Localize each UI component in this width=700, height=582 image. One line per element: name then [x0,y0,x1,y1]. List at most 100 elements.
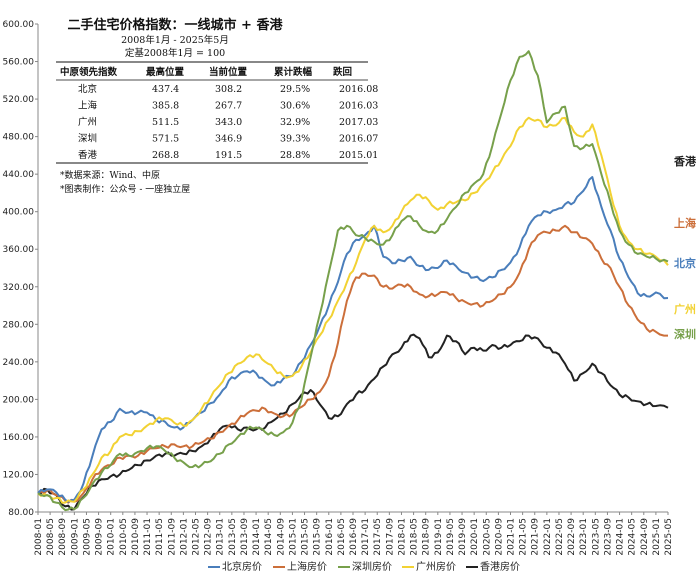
table-cell: 2016.08 [339,84,378,95]
x-tick-label: 2018-05 [410,518,420,556]
source-notes: *数据来源：Wind、中原 *图表制作：公众号 - 一座独立屋 [60,169,190,195]
x-tick-label: 2013-05 [228,518,238,556]
table-cell: 267.7 [215,101,242,112]
table-cell: 上海 [78,100,98,112]
y-axis: 80.00 120.00 160.00 200.00 240.00 280.00 320.0… [3,20,38,518]
table-header-cell: 当前位置 [209,66,248,78]
x-tick-label: 2021-09 [531,518,541,556]
legend-label-2: 深圳房价 [352,560,392,573]
table-cell: 30.6% [280,101,310,112]
table-cell: 2017.03 [339,117,378,128]
table-cell: 268.8 [152,150,179,161]
x-tick-label: 2015-09 [313,518,323,556]
x-tick-label: 2020-05 [482,518,492,556]
x-tick-label: 2012-01 [179,518,189,556]
x-tick-label: 2023-09 [603,518,613,556]
x-tick-label: 2018-09 [422,518,432,556]
end-label-1: 上海 [674,216,696,230]
y-tick-label: 200.00 [3,395,35,405]
x-tick-label: 2016-09 [349,518,359,556]
y-tick-label: 600.00 [3,20,35,30]
x-tick-label: 2009-09 [95,518,105,556]
series-line-4 [37,333,669,511]
x-tick-label: 2018-01 [397,518,407,556]
legend-label-3: 广州房价 [416,560,456,573]
source-note: *数据来源：Wind、中原 [60,169,160,181]
table-cell: 343.0 [215,117,242,128]
source-note: *图表制作：公众号 - 一座独立屋 [60,183,190,195]
base-note: 定基2008年1月 = 100 [125,47,225,59]
series-line-2 [37,50,669,512]
x-axis: 2008-01 2008-05 2008-09 2009-01 2009-05 2009-… [34,512,674,556]
x-tick-label: 2020-01 [470,518,480,556]
x-tick-label: 2009-05 [82,518,92,556]
table-cell: 39.3% [280,134,310,145]
table-header-cell: 累计跌幅 [274,66,313,78]
x-tick-label: 2011-09 [167,518,177,556]
end-label-0: 北京 [674,256,696,270]
end-label-2: 深圳 [674,327,696,341]
end-label-4: 香港 [673,154,697,168]
chart-title: 二手住宅价格指数：一线城市 + 香港 [68,17,284,33]
x-tick-label: 2008-05 [46,518,56,556]
x-tick-label: 2016-01 [325,518,335,556]
x-tick-label: 2008-09 [58,518,68,556]
x-tick-label: 2011-01 [143,518,153,556]
series-line-1 [37,224,668,504]
table-cell: 2016.07 [339,134,378,145]
x-tick-label: 2013-01 [216,518,226,556]
x-tick-label: 2024-09 [640,518,650,556]
x-tick-label: 2014-05 [264,518,274,556]
x-tick-label: 2017-01 [361,518,371,556]
legend-label-0: 北京房价 [222,560,262,573]
x-tick-label: 2022-05 [555,518,565,556]
x-tick-label: 2010-05 [119,518,129,556]
x-tick-label: 2019-09 [458,518,468,556]
table-header-cell: 中原领先指数 [60,66,118,78]
table-header-cell: 最高位置 [146,66,185,78]
x-tick-label: 2010-01 [107,518,117,556]
series-line-3 [37,116,669,504]
table-cell: 511.5 [152,117,179,128]
x-tick-label: 2014-01 [252,518,262,556]
legend-label-4: 香港房价 [480,560,520,573]
x-tick-label: 2020-09 [494,518,504,556]
table-header-cell: 跌回 [333,66,352,78]
x-tick-label: 2014-09 [276,518,286,556]
y-tick-label: 120.00 [3,470,35,480]
y-tick-label: 400.00 [3,208,35,218]
x-tick-label: 2012-09 [204,518,214,556]
y-tick-label: 160.00 [3,433,35,443]
x-tick-label: 2021-05 [519,518,529,556]
x-tick-label: 2008-01 [34,518,44,556]
x-tick-label: 2025-01 [652,518,662,556]
end-label-3: 广州 [674,302,696,316]
table-cell: 2016.03 [339,101,378,112]
table-cell: 29.5% [280,84,310,95]
x-tick-label: 2015-01 [288,518,298,556]
series-lines [37,50,669,512]
x-tick-label: 2010-09 [131,518,141,556]
x-tick-label: 2017-05 [373,518,383,556]
table-cell: 437.4 [152,84,179,95]
x-tick-label: 2013-09 [240,518,250,556]
table-cell: 346.9 [215,134,242,145]
x-tick-label: 2022-01 [543,518,553,556]
legend: 北京房价 上海房价 深圳房价 广州房价 香港房价 [208,560,520,573]
legend-label-1: 上海房价 [287,560,327,573]
y-tick-label: 80.00 [8,508,34,518]
table-cell: 广州 [78,116,97,128]
x-tick-label: 2009-01 [70,518,80,556]
table-cell: 北京 [78,83,97,95]
table-cell: 香港 [78,149,98,161]
x-tick-label: 2015-05 [301,518,311,556]
x-tick-label: 2023-01 [579,518,589,556]
x-tick-label: 2022-09 [567,518,577,556]
x-tick-label: 2023-05 [591,518,601,556]
y-tick-label: 240.00 [3,358,35,368]
y-tick-label: 360.00 [3,245,35,255]
x-tick-label: 2012-05 [192,518,202,556]
x-tick-label: 2024-01 [616,518,626,556]
